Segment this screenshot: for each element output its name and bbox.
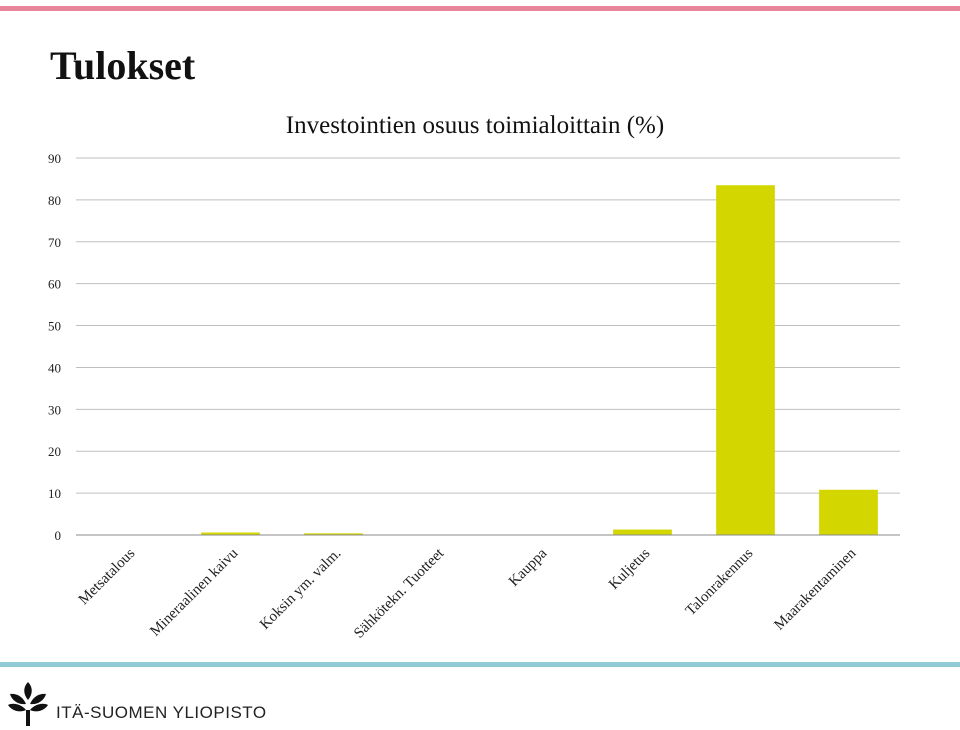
bottom-accent-bar: [0, 662, 960, 667]
x-tick-label: Kuljetus: [606, 545, 653, 592]
slide-title: Tulokset: [50, 43, 196, 88]
y-tick-label: 10: [48, 486, 61, 501]
gridlines: [76, 157, 900, 494]
bar: [613, 529, 672, 535]
bar: [716, 185, 775, 535]
y-tick-label: 60: [48, 277, 61, 292]
chart-title: Investointien osuus toimialoittain (%): [286, 112, 664, 139]
university-logo-icon: [8, 682, 48, 726]
bar: [201, 532, 260, 535]
top-accent-bar: [0, 6, 960, 11]
y-tick-label: 30: [48, 402, 61, 417]
x-tick-label: Maarakentaminen: [771, 545, 859, 633]
y-tick-label: 90: [48, 151, 61, 166]
bar-chart: Investointien osuus toimialoittain (%) 0…: [48, 112, 900, 642]
y-tick-label: 20: [48, 444, 61, 459]
y-tick-label: 70: [48, 235, 61, 250]
x-tick-label: Talonrakennus: [683, 545, 757, 619]
bar: [819, 489, 878, 535]
bar: [304, 533, 363, 535]
x-tick-label: Mineraalinen kaivu: [147, 545, 241, 639]
y-tick-label: 80: [48, 193, 61, 208]
x-tick-label: Metsatalous: [76, 545, 139, 608]
x-tick-label: Koksin ym. valm.: [257, 546, 344, 633]
bars: [98, 185, 878, 535]
x-axis-ticks: Metsatalous Mineraalinen kaivu Koksin ym. …: [76, 545, 860, 642]
y-axis-ticks: 0 10 20 30 40 50 60 70 80 90: [48, 151, 61, 543]
x-tick-label: Kauppa: [506, 545, 551, 590]
y-tick-label: 0: [55, 528, 62, 543]
footer-university-name: ITÄ-SUOMEN YLIOPISTO: [56, 703, 267, 722]
x-tick-label: Sähkötekn. Tuotteet: [351, 545, 448, 642]
y-tick-label: 40: [48, 360, 61, 375]
y-tick-label: 50: [48, 319, 61, 334]
